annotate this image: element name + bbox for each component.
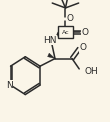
Text: N: N [6,81,13,90]
Text: O: O [66,14,73,23]
Text: O: O [80,43,87,52]
FancyBboxPatch shape [58,26,73,38]
Text: OH: OH [84,67,98,76]
Polygon shape [48,53,55,59]
Text: HN: HN [43,36,56,45]
Text: O: O [81,28,88,37]
Text: Ac: Ac [62,30,69,35]
